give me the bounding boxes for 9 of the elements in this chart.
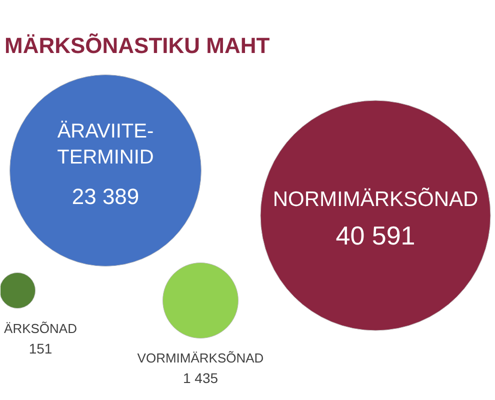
text: MÄRKSÕNASTIKU MAHT (4, 33, 270, 58)
category-label: VORMIMÄRKSÕNAD (137, 350, 264, 366)
data-label: 40 591 (336, 220, 416, 250)
data-label: 23 389 (72, 184, 140, 209)
category-label: ÄRAVIITE- TERMINID (57, 120, 154, 169)
data-label: 151 (28, 340, 52, 356)
category-label: NORMIMÄRKSÕNAD (272, 187, 478, 211)
category-label: ÄRKSÕNAD (4, 320, 77, 336)
data-label: 1 435 (182, 370, 218, 386)
